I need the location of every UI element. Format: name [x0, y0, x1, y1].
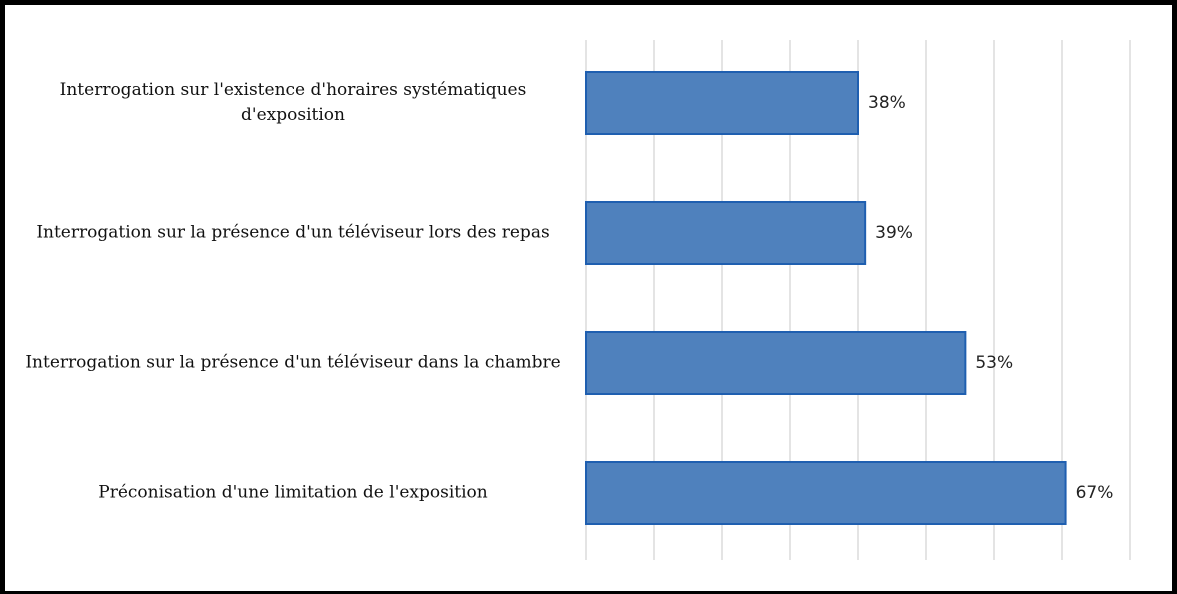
value-label: 38% [868, 93, 906, 113]
value-label: 39% [875, 223, 913, 243]
bar [585, 461, 1067, 525]
value-label: 67% [1076, 483, 1114, 503]
category-label: Préconisation d'une limitation de l'expo… [98, 482, 488, 503]
category-label: Interrogation sur la présence d'un télév… [25, 352, 561, 373]
bar [585, 71, 859, 135]
value-label: 53% [975, 353, 1013, 373]
category-label: Interrogation sur la présence d'un télév… [36, 222, 550, 243]
bar [585, 201, 867, 265]
bar [585, 331, 967, 395]
category-label: Interrogation sur l'existence d'horaires… [59, 80, 527, 125]
